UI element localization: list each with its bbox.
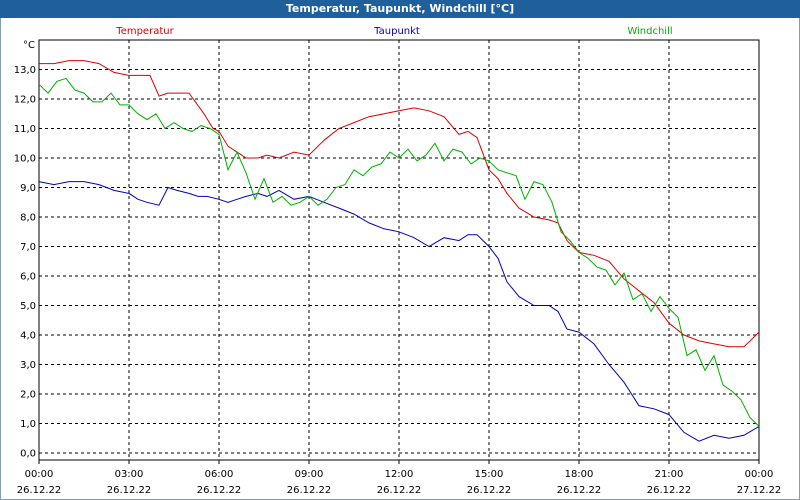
x-tick-time: 06:00 — [205, 469, 234, 480]
legend: Temperatur Taupunkt Windchill — [115, 26, 672, 37]
y-tick-label: 7,0 — [20, 242, 36, 253]
x-tick-time: 00:00 — [25, 469, 54, 480]
x-tick-time: 18:00 — [565, 469, 594, 480]
grid — [39, 40, 759, 460]
x-tick-date: 26.12.22 — [377, 485, 422, 496]
x-axis-ticks: 00:00 26.12.22 03:00 26.12.22 06:00 26.12.22 0… — [17, 460, 782, 496]
y-tick-label: 6,0 — [20, 272, 36, 283]
x-tick-time: 21:00 — [655, 469, 684, 480]
chart-title: Temperatur, Taupunkt, Windchill [°C] — [0, 0, 800, 18]
x-tick-time: 12:00 — [385, 469, 414, 480]
x-tick-time: 15:00 — [475, 469, 504, 480]
y-tick-label: 5,0 — [20, 301, 36, 312]
legend-temperatur: Temperatur — [115, 26, 174, 37]
x-tick-time: 00:00 — [745, 469, 774, 480]
y-tick-label: 12,0 — [14, 95, 36, 106]
x-tick-date: 26.12.22 — [647, 485, 692, 496]
x-tick-date: 26.12.22 — [557, 485, 602, 496]
x-tick-date: 26.12.22 — [17, 485, 62, 496]
x-tick-date: 27.12.22 — [737, 485, 782, 496]
y-tick-label: 4,0 — [20, 331, 36, 342]
series-taupunkt-line — [38, 181, 760, 442]
legend-windchill: Windchill — [627, 26, 672, 37]
y-axis-ticks: 0,0 1,0 2,0 3,0 4,0 5,0 6,0 7,0 8,0 9,0 10,0 11,0 12… — [14, 65, 36, 460]
y-tick-label: 9,0 — [20, 183, 36, 194]
x-tick-time: 03:00 — [115, 469, 144, 480]
series-group — [38, 60, 760, 442]
x-tick-time: 09:00 — [295, 469, 324, 480]
x-tick-date: 26.12.22 — [197, 485, 242, 496]
series-windchill-line — [38, 77, 760, 427]
x-tick-date: 26.12.22 — [107, 485, 152, 496]
y-tick-label: 13,0 — [14, 65, 36, 76]
y-axis-label: °C — [23, 40, 35, 51]
y-tick-label: 11,0 — [14, 124, 36, 135]
y-tick-label: 0,0 — [20, 449, 36, 460]
y-tick-label: 10,0 — [14, 154, 36, 165]
x-tick-date: 26.12.22 — [467, 485, 512, 496]
x-tick-date: 26.12.22 — [287, 485, 332, 496]
y-tick-label: 2,0 — [20, 390, 36, 401]
series-temperatur-line — [39, 60, 760, 348]
legend-taupunkt: Taupunkt — [373, 26, 420, 37]
y-tick-label: 1,0 — [20, 419, 36, 430]
y-tick-label: 3,0 — [20, 360, 36, 371]
y-tick-label: 8,0 — [20, 213, 36, 224]
